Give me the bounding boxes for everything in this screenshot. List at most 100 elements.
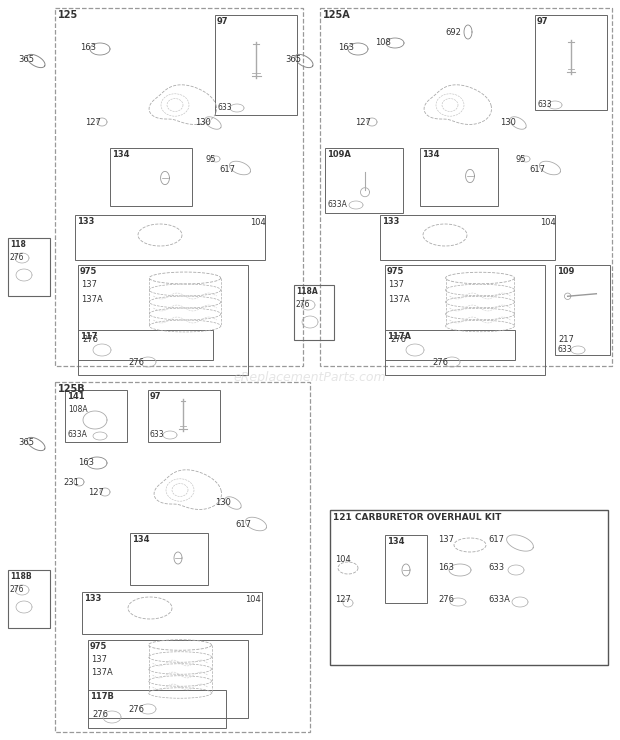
Text: 97: 97 xyxy=(217,17,229,26)
Text: 109: 109 xyxy=(557,267,574,276)
Text: 975: 975 xyxy=(387,267,404,276)
Text: eReplacementParts.com: eReplacementParts.com xyxy=(234,371,386,385)
Text: 127: 127 xyxy=(85,118,101,127)
Text: 133: 133 xyxy=(382,217,399,226)
Text: 276: 276 xyxy=(128,358,144,367)
Bar xyxy=(535,15,607,110)
Text: 137A: 137A xyxy=(91,668,113,677)
Bar xyxy=(330,510,608,665)
Text: 617: 617 xyxy=(488,535,504,544)
Text: 97: 97 xyxy=(537,17,549,26)
Text: 127: 127 xyxy=(88,488,104,497)
Text: 617: 617 xyxy=(235,520,251,529)
Text: 127: 127 xyxy=(335,595,351,604)
Bar xyxy=(380,215,555,260)
Text: 365: 365 xyxy=(285,55,301,64)
Bar xyxy=(148,390,220,442)
Text: 117A: 117A xyxy=(387,332,411,341)
Text: 633A: 633A xyxy=(488,595,510,604)
Text: 134: 134 xyxy=(422,150,440,159)
Bar xyxy=(55,382,310,732)
Bar xyxy=(130,533,208,585)
Text: 975: 975 xyxy=(80,267,97,276)
Bar xyxy=(320,8,612,366)
Text: 276: 276 xyxy=(82,335,98,344)
Bar xyxy=(65,390,127,442)
Text: 125: 125 xyxy=(58,10,78,20)
Text: 104: 104 xyxy=(245,595,261,604)
Text: 137: 137 xyxy=(81,280,97,289)
Text: 137A: 137A xyxy=(388,295,410,304)
Text: 108: 108 xyxy=(375,38,391,47)
Bar xyxy=(294,285,334,340)
Bar xyxy=(420,148,498,206)
Bar xyxy=(75,215,265,260)
Text: 104: 104 xyxy=(540,218,556,227)
Bar xyxy=(555,265,610,355)
Text: 108A: 108A xyxy=(68,405,87,414)
Text: 117: 117 xyxy=(80,332,97,341)
Text: 104: 104 xyxy=(335,555,351,564)
Bar xyxy=(88,690,226,728)
Text: 118A: 118A xyxy=(296,287,317,296)
Bar xyxy=(55,8,303,366)
Text: 633: 633 xyxy=(558,345,573,354)
Bar xyxy=(8,570,50,628)
Bar xyxy=(215,15,297,115)
Text: 217: 217 xyxy=(558,335,574,344)
Bar xyxy=(325,148,403,213)
Text: 130: 130 xyxy=(215,498,231,507)
Text: 163: 163 xyxy=(338,43,354,52)
Text: 276: 276 xyxy=(10,253,25,262)
Text: 231: 231 xyxy=(63,478,79,487)
Text: 95: 95 xyxy=(205,155,216,164)
Text: 118: 118 xyxy=(10,240,26,249)
Text: 276: 276 xyxy=(432,358,448,367)
Text: 127: 127 xyxy=(355,118,371,127)
Bar xyxy=(78,265,248,375)
Text: 163: 163 xyxy=(438,563,454,572)
Bar xyxy=(88,640,248,718)
Text: 276: 276 xyxy=(92,710,108,719)
Bar xyxy=(78,330,213,360)
Text: 276: 276 xyxy=(10,585,25,594)
Bar xyxy=(385,330,515,360)
Bar xyxy=(385,535,427,603)
Bar xyxy=(110,148,192,206)
Text: 633: 633 xyxy=(217,103,232,112)
Text: 141: 141 xyxy=(67,392,84,401)
Bar xyxy=(385,265,545,375)
Text: 276: 276 xyxy=(438,595,454,604)
Text: 134: 134 xyxy=(132,535,149,544)
Text: 134: 134 xyxy=(112,150,130,159)
Text: 133: 133 xyxy=(84,594,102,603)
Text: 121 CARBURETOR OVERHAUL KIT: 121 CARBURETOR OVERHAUL KIT xyxy=(333,513,502,522)
Text: 633: 633 xyxy=(150,430,165,439)
Text: 975: 975 xyxy=(90,642,107,651)
Text: 125B: 125B xyxy=(58,384,86,394)
Text: 137: 137 xyxy=(91,655,107,664)
Text: 118B: 118B xyxy=(10,572,32,581)
Text: 276: 276 xyxy=(128,705,144,714)
Text: 117B: 117B xyxy=(90,692,114,701)
Text: 633: 633 xyxy=(537,100,552,109)
Text: 633: 633 xyxy=(488,563,504,572)
Text: 365: 365 xyxy=(18,55,34,64)
Text: 276: 276 xyxy=(390,335,406,344)
Text: 617: 617 xyxy=(219,165,235,174)
Text: 617: 617 xyxy=(529,165,545,174)
Text: 163: 163 xyxy=(78,458,94,467)
Text: 104: 104 xyxy=(250,218,266,227)
Text: 97: 97 xyxy=(150,392,161,401)
Text: 130: 130 xyxy=(195,118,211,127)
Text: 163: 163 xyxy=(80,43,96,52)
Text: 276: 276 xyxy=(296,300,311,309)
Bar xyxy=(8,238,50,296)
Text: 633A: 633A xyxy=(327,200,347,209)
Text: 137A: 137A xyxy=(81,295,103,304)
Text: 125A: 125A xyxy=(323,10,351,20)
Text: 137: 137 xyxy=(438,535,454,544)
Text: 95: 95 xyxy=(515,155,526,164)
Text: 134: 134 xyxy=(387,537,404,546)
Text: 109A: 109A xyxy=(327,150,351,159)
